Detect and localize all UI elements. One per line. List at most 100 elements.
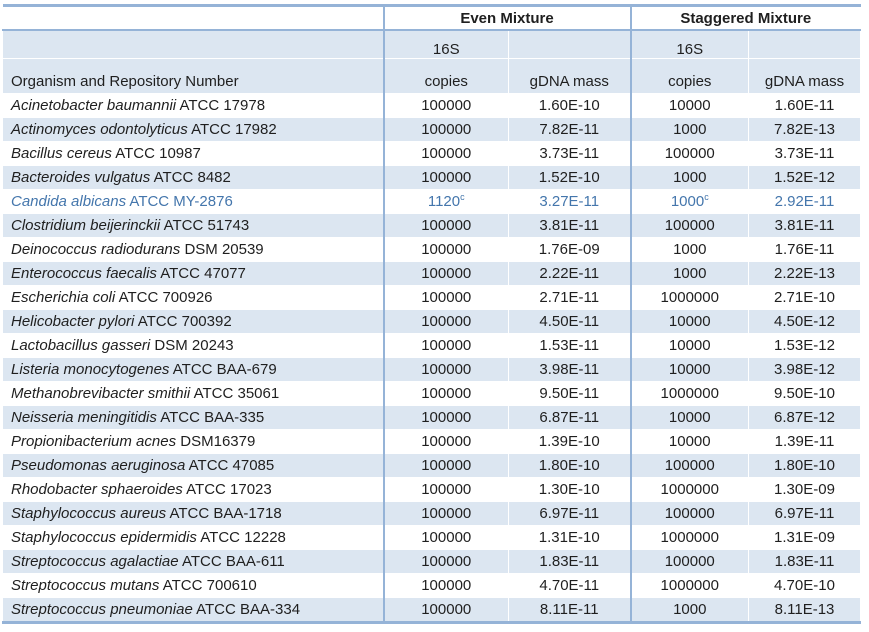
organism-cell: Candida albicans ATCC MY-2876	[2, 189, 384, 214]
organism-cell: Lactobacillus gasseri DSM 20243	[2, 333, 384, 358]
staggered-gdna-mass-cell: 4.50E-12	[748, 309, 861, 334]
table-row: Rhodobacter sphaeroides ATCC 17023 10000…	[2, 477, 861, 502]
staggered-copies-cell: 1000	[629, 237, 749, 262]
organism-cell: Methanobrevibacter smithii ATCC 35061	[2, 381, 384, 406]
even-gdna-mass-cell: 3.73E-11	[508, 141, 631, 166]
species-name: Deinococcus radiodurans	[11, 241, 181, 258]
species-name: Streptococcus mutans	[11, 577, 160, 594]
even-gdna-mass-cell: 1.76E-09	[508, 237, 631, 262]
table-row: Enterococcus faecalis ATCC 47077 100000 …	[2, 261, 861, 286]
even-copies-cell: 100000	[382, 213, 509, 238]
group-header-row: Even Mixture Staggered Mixture	[2, 5, 861, 31]
staggered-copies-cell: 10000	[629, 357, 749, 382]
organism-cell: Enterococcus faecalis ATCC 47077	[2, 261, 384, 286]
empty-cell	[748, 29, 861, 59]
staggered-gdna-mass-cell: 1.60E-11	[748, 93, 861, 118]
even-copies-cell: 100000	[382, 501, 509, 526]
staggered-gdna-mass-cell: 1.52E-12	[748, 165, 861, 190]
staggered-copies-cell: 100000	[629, 549, 749, 574]
even-copies-cell: 100000	[382, 405, 509, 430]
organism-cell: Clostridium beijerinckii ATCC 51743	[2, 213, 384, 238]
organism-cell: Streptococcus agalactiae ATCC BAA-611	[2, 549, 384, 574]
even-gdna-mass-cell: 1.53E-11	[508, 333, 631, 358]
staggered-mixture-group-header: Staggered Mixture	[629, 5, 861, 31]
species-name: Acinetobacter baumannii	[11, 97, 177, 114]
staggered-gdna-mass-cell: 6.97E-11	[748, 501, 861, 526]
staggered-gdna-mass-cell: 3.73E-11	[748, 141, 861, 166]
table-row: Helicobacter pylori ATCC 700392 100000 4…	[2, 309, 861, 334]
species-name: Bacteroides vulgatus	[11, 169, 151, 186]
staggered-copies-cell: 10000	[629, 405, 749, 430]
staggered-gdna-mass-cell: 1.80E-10	[748, 453, 861, 478]
table-row: Streptococcus pneumoniae ATCC BAA-334 10…	[2, 597, 861, 623]
even-gdna-mass-cell: 2.22E-11	[508, 261, 631, 286]
species-name: Clostridium beijerinckii	[11, 217, 161, 234]
even-copies-cell: 100000	[382, 285, 509, 310]
repository-number: ATCC 17982	[191, 121, 277, 138]
species-name: Staphylococcus epidermidis	[11, 529, 197, 546]
staggered-gdna-mass-cell: 4.70E-10	[748, 573, 861, 598]
repository-number: ATCC BAA-334	[196, 601, 301, 618]
species-name: Enterococcus faecalis	[11, 265, 157, 282]
footnote-marker: c	[704, 192, 709, 202]
repository-number: ATCC 35061	[193, 385, 280, 402]
table-row: Bacteroides vulgatus ATCC 8482 100000 1.…	[2, 165, 861, 190]
staggered-copies-cell: 1000000	[629, 285, 749, 310]
even-copies-header: copies	[382, 58, 509, 94]
organism-cell: Escherichia coli ATCC 700926	[2, 285, 384, 310]
repository-number: DSM16379	[180, 433, 256, 450]
species-name: Methanobrevibacter smithii	[11, 385, 191, 402]
staggered-gdna-header: gDNA mass	[748, 58, 861, 94]
even-gdna-mass-cell: 4.50E-11	[508, 309, 631, 334]
species-name: Candida albicans	[11, 193, 127, 210]
table-row: Candida albicans ATCC MY-2876 1120c 3.27…	[2, 189, 861, 214]
species-name: Escherichia coli	[11, 289, 116, 306]
species-name: Staphylococcus aureus	[11, 505, 167, 522]
even-copies-cell: 100000	[382, 381, 509, 406]
organism-cell: Bacillus cereus ATCC 10987	[2, 141, 384, 166]
staggered-gdna-mass-cell: 1.53E-12	[748, 333, 861, 358]
species-name: Bacillus cereus	[11, 145, 112, 162]
staggered-gdna-mass-cell: 1.76E-11	[748, 237, 861, 262]
staggered-gdna-mass-cell: 9.50E-10	[748, 381, 861, 406]
staggered-copies-cell: 100000	[629, 453, 749, 478]
organism-cell: Listeria monocytogenes ATCC BAA-679	[2, 357, 384, 382]
organism-cell: Rhodobacter sphaeroides ATCC 17023	[2, 477, 384, 502]
species-name: Streptococcus pneumoniae	[11, 601, 193, 618]
table-row: Listeria monocytogenes ATCC BAA-679 1000…	[2, 357, 861, 382]
repository-number: ATCC 700926	[118, 289, 213, 306]
repository-number: ATCC BAA-611	[181, 553, 285, 570]
repository-number: ATCC BAA-335	[160, 409, 265, 426]
staggered-gdna-mass-cell: 7.82E-13	[748, 117, 861, 142]
staggered-copies-cell: 1000	[629, 117, 749, 142]
staggered-copies-cell: 10000	[629, 93, 749, 118]
organism-cell: Neisseria meningitidis ATCC BAA-335	[2, 405, 384, 430]
repository-number: ATCC 17978	[179, 97, 266, 114]
species-name: Helicobacter pylori	[11, 313, 135, 330]
repository-number: ATCC 47077	[160, 265, 246, 282]
even-gdna-mass-cell: 3.98E-11	[508, 357, 631, 382]
organism-cell: Streptococcus pneumoniae ATCC BAA-334	[2, 597, 384, 623]
table-row: Pseudomonas aeruginosa ATCC 47085 100000…	[2, 453, 861, 478]
repository-number: ATCC 51743	[163, 217, 250, 234]
table-row: Acinetobacter baumannii ATCC 17978 10000…	[2, 93, 861, 118]
table-row: Actinomyces odontolyticus ATCC 17982 100…	[2, 117, 861, 142]
staggered-gdna-mass-cell: 3.98E-12	[748, 357, 861, 382]
species-name: Neisseria meningitidis	[11, 409, 157, 426]
table-body: Acinetobacter baumannii ATCC 17978 10000…	[2, 93, 861, 623]
even-copies-cell: 100000	[382, 597, 509, 623]
organism-cell: Deinococcus radiodurans DSM 20539	[2, 237, 384, 262]
even-copies-cell: 100000	[382, 309, 509, 334]
even-copies-cell: 100000	[382, 333, 509, 358]
even-copies-cell: 100000	[382, 573, 509, 598]
staggered-copies-cell: 1000	[629, 261, 749, 286]
table-row: Propionibacterium acnes DSM16379 100000 …	[2, 429, 861, 454]
staggered-gdna-mass-cell: 8.11E-13	[748, 597, 861, 623]
even-gdna-mass-cell: 1.52E-10	[508, 165, 631, 190]
even-copies-cell: 100000	[382, 357, 509, 382]
even-copies-cell: 100000	[382, 525, 509, 550]
table-row: Staphylococcus epidermidis ATCC 12228 10…	[2, 525, 861, 550]
organism-cell: Propionibacterium acnes DSM16379	[2, 429, 384, 454]
repository-number: ATCC BAA-679	[172, 361, 277, 378]
